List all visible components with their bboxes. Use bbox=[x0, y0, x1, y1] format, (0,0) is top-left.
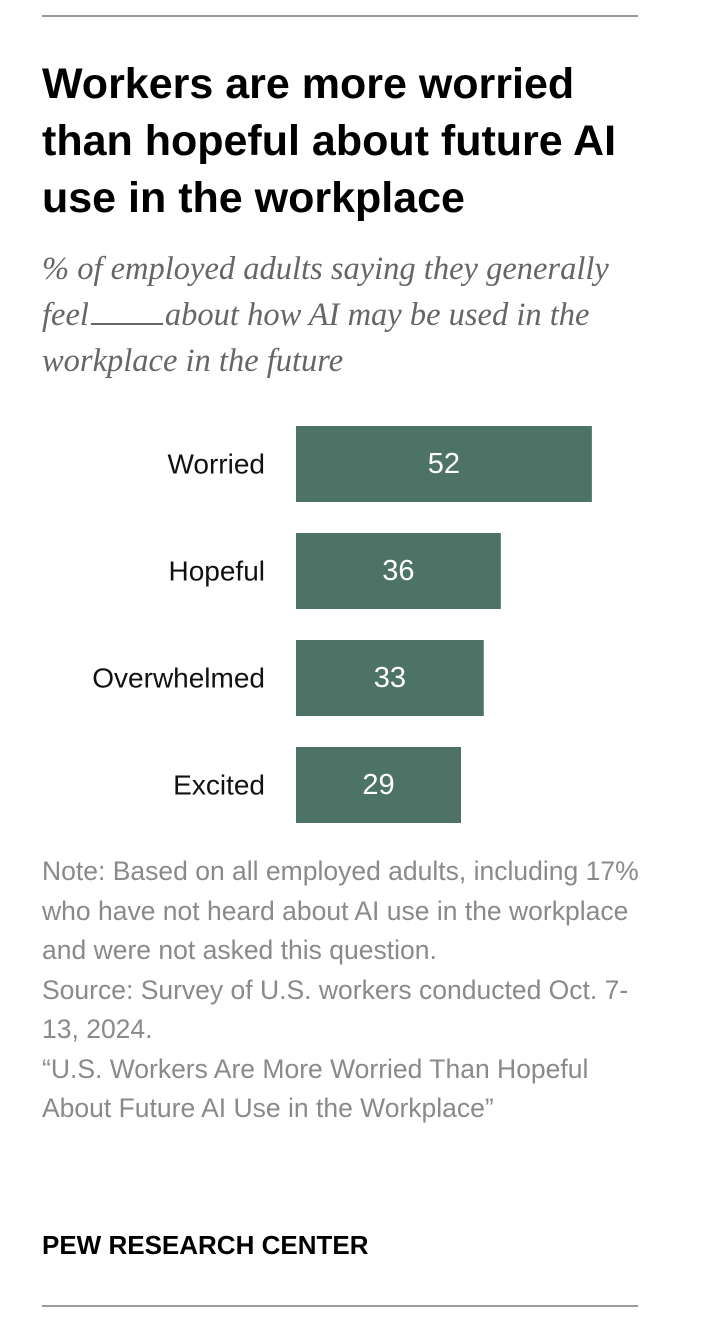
bar-excited bbox=[296, 747, 462, 823]
chart-title: Workers are more worried than hopeful ab… bbox=[42, 60, 617, 222]
category-label-overwhelmed: Overwhelmed bbox=[92, 663, 265, 694]
subtitle-blank bbox=[90, 297, 163, 325]
category-label-hopeful: Hopeful bbox=[168, 556, 265, 587]
source-text: Source: Survey of U.S. workers conducted… bbox=[42, 974, 629, 1045]
bar-chart-svg: Worried 52 Hopeful 36 Overwhelmed 33 Excited 29 bbox=[92, 426, 592, 823]
bottom-rule bbox=[42, 1305, 638, 1307]
subtitle-after-blank: about how AI may be used in the workplac… bbox=[42, 297, 590, 379]
bar-worried bbox=[296, 426, 592, 502]
value-label-hopeful: 36 bbox=[382, 555, 414, 587]
chart-subtitle: % of employed adults saying they general… bbox=[42, 246, 652, 384]
organization-name: PEW RESEARCH CENTER bbox=[42, 1230, 369, 1260]
bar-chart: Worried 52 Hopeful 36 Overwhelmed 33 Excited 29 bbox=[0, 410, 704, 840]
category-label-excited: Excited bbox=[173, 770, 265, 801]
bar-hopeful bbox=[296, 533, 501, 609]
bar-overwhelmed bbox=[296, 640, 484, 716]
value-label-worried: 52 bbox=[428, 448, 460, 480]
category-label-worried: Worried bbox=[167, 449, 265, 480]
report-title: “U.S. Workers Are More Worried Than Hope… bbox=[42, 1053, 589, 1124]
subtitle-before-blank: % of employed adults saying they general… bbox=[42, 251, 609, 333]
value-label-overwhelmed: 33 bbox=[374, 662, 406, 694]
note-text: Note: Based on all employed adults, incl… bbox=[42, 856, 639, 965]
top-rule bbox=[42, 15, 638, 17]
value-label-excited: 29 bbox=[362, 769, 394, 801]
chart-notes: Note: Based on all employed adults, incl… bbox=[42, 852, 642, 1129]
